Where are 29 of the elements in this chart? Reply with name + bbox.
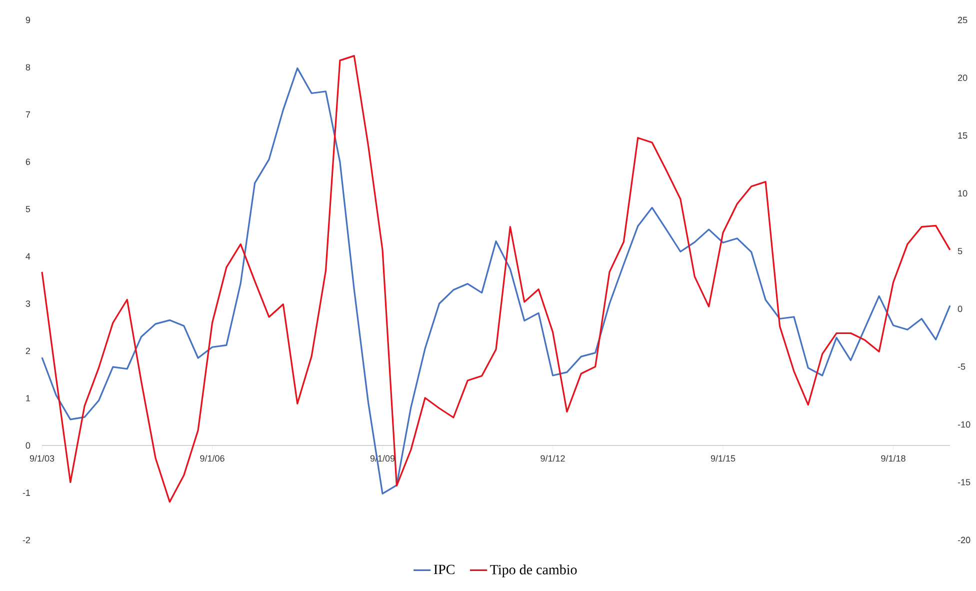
y-tick-label: 1: [26, 395, 30, 402]
legend-label: IPC: [434, 564, 454, 574]
y2-tick-label: -10: [958, 421, 970, 428]
x-tick-label: 9/1/12: [540, 454, 565, 462]
y-tick-label: 2: [26, 348, 30, 354]
x-tick-label: 9/1/03: [30, 454, 54, 462]
y-tick-label: 9: [26, 16, 30, 24]
y-tick-label: 5: [26, 206, 30, 212]
y2-tick-label: 20: [958, 74, 968, 81]
x-tick-label: 9/1/06: [200, 454, 224, 462]
y2-tick-label: -5: [958, 364, 966, 370]
y-tick-label: 6: [26, 158, 30, 165]
y2-tick-label: 15: [958, 132, 968, 139]
y2-tick-label: 5: [958, 248, 962, 254]
x-tick-label: 9/1/18: [881, 454, 906, 462]
y-tick-label: 3: [26, 300, 30, 307]
x-tick-label: 9/1/15: [710, 454, 736, 462]
y-tick-label: 0: [26, 442, 30, 449]
y2-tick-label: -20: [958, 536, 970, 544]
y-tick-label: 8: [26, 64, 30, 70]
y-tick-label: 4: [26, 253, 30, 260]
y-tick-label: -1: [22, 490, 30, 496]
y-tick-label: 7: [26, 111, 30, 118]
legend-label: Tipo de cambio: [490, 564, 577, 578]
y-tick-label: -2: [22, 536, 30, 544]
y2-tick-label: 25: [958, 16, 968, 24]
y2-tick-label: -15: [958, 479, 970, 486]
y2-tick-label: 10: [958, 190, 968, 197]
y2-tick-label: 0: [958, 306, 962, 312]
